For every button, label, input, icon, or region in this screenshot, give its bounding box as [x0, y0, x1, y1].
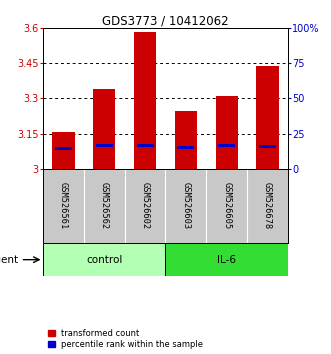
Bar: [93, 89, 116, 169]
Bar: [166, 243, 288, 276]
Bar: [43, 243, 166, 276]
Bar: [137, 144, 154, 147]
Text: GSM526605: GSM526605: [222, 182, 231, 230]
Bar: [218, 144, 235, 147]
Bar: [55, 147, 72, 150]
Text: control: control: [86, 255, 122, 265]
Bar: [177, 145, 194, 149]
Text: GSM526562: GSM526562: [100, 182, 109, 230]
Text: GSM526602: GSM526602: [141, 182, 150, 230]
Text: IL-6: IL-6: [217, 255, 236, 265]
Bar: [134, 32, 156, 169]
Bar: [175, 112, 197, 169]
Bar: [52, 132, 75, 169]
Title: GDS3773 / 10412062: GDS3773 / 10412062: [102, 14, 229, 27]
Text: GSM526603: GSM526603: [181, 182, 190, 230]
Legend: transformed count, percentile rank within the sample: transformed count, percentile rank withi…: [47, 328, 204, 350]
Text: GSM526561: GSM526561: [59, 182, 68, 230]
Bar: [215, 96, 238, 169]
Bar: [259, 145, 276, 148]
Bar: [256, 66, 279, 169]
Text: GSM526678: GSM526678: [263, 182, 272, 230]
Bar: [96, 144, 113, 147]
Text: agent: agent: [0, 255, 19, 265]
